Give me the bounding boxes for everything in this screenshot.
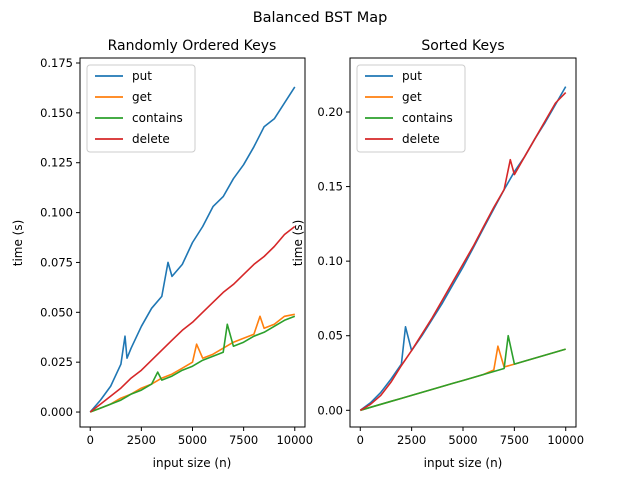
legend-label-get: get [132, 90, 152, 104]
panel-title: Sorted Keys [421, 38, 504, 54]
x-tick-label: 10000 [276, 433, 313, 447]
y-tick-label: 0.175 [40, 56, 73, 70]
panel-title: Randomly Ordered Keys [108, 38, 277, 54]
y-axis-label: time (s) [11, 220, 25, 267]
x-axis-label: input size (n) [153, 456, 232, 470]
panel-sorted-keys: Sorted Keys input size (n) time (s) 0 250… [291, 38, 584, 470]
legend-label-put: put [132, 69, 152, 83]
series-line-contains [360, 334, 566, 412]
series-line-contains [89, 315, 296, 413]
y-tick-label: 0.20 [317, 105, 343, 119]
x-tick-label: 7500 [229, 433, 258, 447]
x-tick-label: 10000 [547, 433, 584, 447]
series-line-delete [359, 92, 567, 411]
panel-randomly-ordered-keys: Randomly Ordered Keys input size (n) tim… [11, 38, 313, 470]
y-axis-label: time (s) [291, 220, 305, 267]
x-tick-label: 0 [357, 433, 364, 447]
y-tick-label: 0.00 [317, 403, 343, 417]
y-tick-label: 0.05 [317, 329, 343, 343]
y-tick-label: 0.10 [317, 254, 343, 268]
y-tick-label: 0.15 [317, 180, 343, 194]
plot-area: 0 2500 5000 7500 10000 0.00 0.05 0.10 0.15 0.20 pu… [317, 57, 584, 447]
legend-label-put: put [402, 69, 422, 83]
y-tick-label: 0.150 [40, 106, 73, 120]
legend-label-get: get [402, 90, 422, 104]
legend: put get contains delete [86, 64, 196, 153]
x-tick-label: 2500 [397, 433, 426, 447]
legend-box [86, 64, 196, 153]
y-tick-label: 0.125 [40, 156, 73, 170]
x-tick-label: 5000 [178, 433, 207, 447]
y-tick-label: 0.100 [40, 206, 73, 220]
x-axis-label: input size (n) [424, 456, 503, 470]
figure-suptitle: Balanced BST Map [253, 10, 388, 26]
legend-label-contains: contains [132, 111, 183, 125]
x-tick-label: 0 [87, 433, 94, 447]
legend: put get contains delete [356, 64, 466, 153]
plot-area: 0 2500 5000 7500 10000 0.000 0.025 0.050 0.075 0.… [40, 56, 313, 447]
series-line-delete [89, 225, 296, 413]
y-tick-label: 0.050 [40, 305, 73, 319]
y-tick-label: 0.025 [40, 355, 73, 369]
x-tick-label: 2500 [127, 433, 156, 447]
legend-label-delete: delete [402, 132, 440, 146]
y-tick-label: 0.000 [40, 405, 73, 419]
legend-label-contains: contains [402, 111, 453, 125]
series-line-put [89, 86, 296, 413]
x-tick-label: 7500 [500, 433, 529, 447]
y-tick-label: 0.075 [40, 255, 73, 269]
x-tick-label: 5000 [448, 433, 477, 447]
legend-box [356, 64, 466, 153]
legend-label-delete: delete [132, 132, 170, 146]
